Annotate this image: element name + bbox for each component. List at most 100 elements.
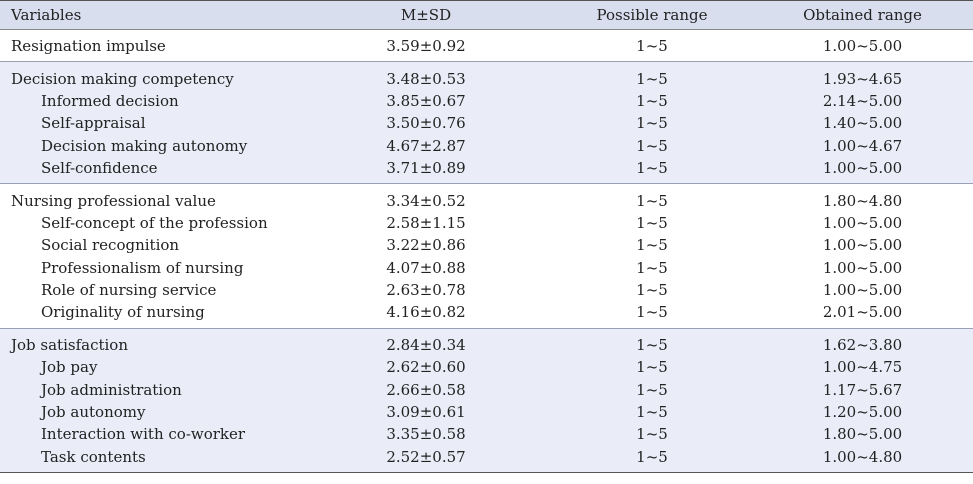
mean-sd: 3.35±0.58: [386, 425, 466, 444]
possible-range: 1~5: [636, 69, 668, 88]
table-row: Job autonomy 3.09±0.61 1~5 1.20~5.00: [0, 401, 973, 423]
table-row: Professionalism of nursing 4.07±0.88 1~5…: [0, 257, 973, 279]
obtained-range: 1.80~5.00: [822, 425, 903, 444]
possible-range: 1~5: [636, 380, 668, 399]
mean-sd: 3.09±0.61: [386, 403, 466, 422]
table-row: Self-appraisal 3.50±0.76 1~5 1.40~5.00: [0, 112, 973, 134]
statistics-table: Variables M±SD Possible range Obtained r…: [0, 0, 973, 474]
possible-range: 1~5: [636, 358, 668, 377]
mean-sd: 2.84±0.34: [386, 335, 466, 354]
obtained-range: 1.00~5.00: [822, 281, 903, 300]
obtained-range: 1.00~4.75: [822, 358, 903, 377]
obtained-range: 1.00~5.00: [822, 37, 903, 56]
table-row: Self-confidence 3.71±0.89 1~5 1.00~5.00: [0, 157, 973, 179]
obtained-range: 1.00~4.80: [822, 447, 903, 466]
obtained-range: 1.17~5.67: [822, 380, 903, 399]
mean-sd: 3.59±0.92: [386, 37, 466, 56]
variable-name: Job pay: [41, 358, 98, 377]
table-row: Decision making competency 3.48±0.53 1~5…: [0, 67, 973, 89]
group-resignation-impulse: Resignation impulse 3.59±0.92 1~5 1.00~5…: [0, 30, 973, 63]
obtained-range: 1.00~5.00: [822, 213, 903, 232]
obtained-range: 1.00~4.67: [822, 136, 903, 155]
mean-sd: 4.07±0.88: [386, 258, 466, 277]
header-mean-sd: M±SD: [400, 6, 452, 24]
table-row: Job administration 2.66±0.58 1~5 1.17~5.…: [0, 378, 973, 400]
possible-range: 1~5: [636, 447, 668, 466]
table-row: Interaction with co-worker 3.35±0.58 1~5…: [0, 423, 973, 445]
obtained-range: 1.00~5.00: [822, 236, 903, 255]
variable-name: Job administration: [41, 380, 182, 399]
table-row: Task contents 2.52±0.57 1~5 1.00~4.80: [0, 446, 973, 468]
table-row: Job satisfaction 2.84±0.34 1~5 1.62~3.80: [0, 334, 973, 356]
possible-range: 1~5: [636, 136, 668, 155]
group-nursing-professional-value: Nursing professional value 3.34±0.52 1~5…: [0, 184, 973, 329]
variable-name: Interaction with co-worker: [41, 425, 246, 444]
obtained-range: 2.01~5.00: [822, 303, 903, 322]
variable-name: Self-appraisal: [41, 114, 146, 133]
obtained-range: 1.62~3.80: [822, 335, 903, 354]
possible-range: 1~5: [636, 236, 668, 255]
possible-range: 1~5: [636, 335, 668, 354]
mean-sd: 3.34±0.52: [386, 191, 466, 210]
mean-sd: 3.50±0.76: [386, 114, 466, 133]
obtained-range: 1.00~5.00: [822, 159, 903, 178]
possible-range: 1~5: [636, 191, 668, 210]
possible-range: 1~5: [636, 37, 668, 56]
mean-sd: 4.67±2.87: [386, 136, 466, 155]
header-obtained-range: Obtained range: [803, 6, 922, 24]
possible-range: 1~5: [636, 403, 668, 422]
table-row: Originality of nursing 4.16±0.82 1~5 2.0…: [0, 301, 973, 323]
table-row: Decision making autonomy 4.67±2.87 1~5 1…: [0, 135, 973, 157]
variable-name: Nursing professional value: [11, 191, 216, 210]
variable-name: Job satisfaction: [11, 335, 128, 354]
mean-sd: 3.71±0.89: [386, 159, 466, 178]
mean-sd: 2.52±0.57: [386, 447, 466, 466]
possible-range: 1~5: [636, 281, 668, 300]
mean-sd: 4.16±0.82: [386, 303, 466, 322]
variable-name: Self-concept of the profession: [41, 213, 268, 232]
table-header: Variables M±SD Possible range Obtained r…: [0, 0, 973, 30]
table-row: Informed decision 3.85±0.67 1~5 2.14~5.0…: [0, 90, 973, 112]
table-row: Resignation impulse 3.59±0.92 1~5 1.00~5…: [0, 35, 973, 57]
possible-range: 1~5: [636, 114, 668, 133]
obtained-range: 1.93~4.65: [822, 69, 903, 88]
group-job-satisfaction: Job satisfaction 2.84±0.34 1~5 1.62~3.80…: [0, 328, 973, 474]
variable-name: Professionalism of nursing: [41, 258, 244, 277]
table-row: Self-concept of the profession 2.58±1.15…: [0, 212, 973, 234]
variable-name: Task contents: [41, 447, 146, 466]
obtained-range: 1.20~5.00: [822, 403, 903, 422]
variable-name: Decision making competency: [11, 69, 234, 88]
mean-sd: 3.85±0.67: [386, 91, 466, 110]
mean-sd: 2.58±1.15: [386, 213, 466, 232]
possible-range: 1~5: [636, 91, 668, 110]
table-row: Job pay 2.62±0.60 1~5 1.00~4.75: [0, 356, 973, 378]
variable-name: Decision making autonomy: [41, 136, 248, 155]
variable-name: Resignation impulse: [11, 37, 166, 56]
mean-sd: 3.22±0.86: [386, 236, 466, 255]
mean-sd: 2.63±0.78: [386, 281, 466, 300]
possible-range: 1~5: [636, 425, 668, 444]
group-decision-making-competency: Decision making competency 3.48±0.53 1~5…: [0, 62, 973, 185]
possible-range: 1~5: [636, 159, 668, 178]
possible-range: 1~5: [636, 303, 668, 322]
obtained-range: 2.14~5.00: [822, 91, 903, 110]
table-row: Role of nursing service 2.63±0.78 1~5 1.…: [0, 279, 973, 301]
table-row: Social recognition 3.22±0.86 1~5 1.00~5.…: [0, 234, 973, 256]
variable-name: Role of nursing service: [41, 281, 217, 300]
obtained-range: 1.40~5.00: [822, 114, 903, 133]
variable-name: Originality of nursing: [41, 303, 205, 322]
mean-sd: 2.66±0.58: [386, 380, 466, 399]
obtained-range: 1.80~4.80: [822, 191, 903, 210]
possible-range: 1~5: [636, 213, 668, 232]
header-possible-range: Possible range: [596, 6, 708, 24]
variable-name: Social recognition: [41, 236, 180, 255]
header-variables: Variables: [11, 6, 82, 24]
variable-name: Job autonomy: [41, 403, 146, 422]
table-row: Nursing professional value 3.34±0.52 1~5…: [0, 189, 973, 211]
obtained-range: 1.00~5.00: [822, 258, 903, 277]
mean-sd: 3.48±0.53: [386, 69, 466, 88]
variable-name: Informed decision: [41, 91, 179, 110]
possible-range: 1~5: [636, 258, 668, 277]
mean-sd: 2.62±0.60: [386, 358, 466, 377]
variable-name: Self-confidence: [41, 159, 158, 178]
